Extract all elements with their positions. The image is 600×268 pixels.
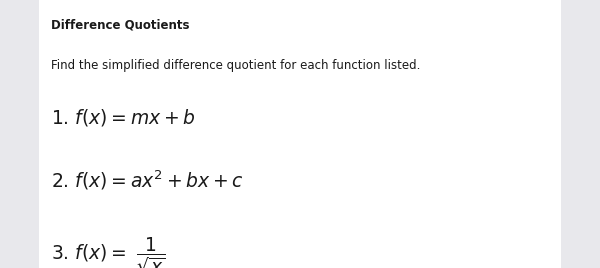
Text: Difference Quotients: Difference Quotients [51, 19, 190, 32]
Text: Find the simplified difference quotient for each function listed.: Find the simplified difference quotient … [51, 59, 421, 72]
Text: 1. $f(x) = mx + b$: 1. $f(x) = mx + b$ [51, 107, 196, 128]
FancyBboxPatch shape [39, 0, 561, 268]
Text: 2. $f(x) = ax^2 + bx + c$: 2. $f(x) = ax^2 + bx + c$ [51, 169, 244, 192]
Text: 3. $f(x) =$ $\dfrac{1}{\sqrt{x}}$: 3. $f(x) =$ $\dfrac{1}{\sqrt{x}}$ [51, 236, 166, 268]
